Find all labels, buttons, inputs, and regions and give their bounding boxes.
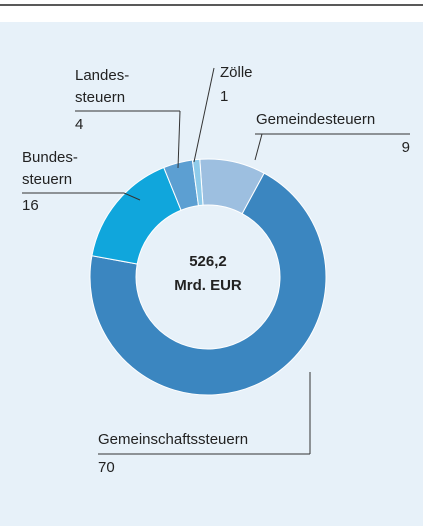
center-value: 526,2 [189,253,227,270]
slice-value: 4 [75,116,83,133]
slice-value: 9 [402,139,410,156]
slice-label: Zölle [220,64,253,81]
center-unit: Mrd. EUR [174,277,242,294]
leader-line [177,110,181,169]
slice-label: steuern [75,89,125,106]
slice-value: 1 [220,88,228,105]
slice-label: Landes- [75,67,129,84]
leader-line [254,133,263,161]
slice-label: Gemeinschaftssteuern [98,431,248,448]
slice-value: 70 [98,459,115,476]
panel [0,22,423,526]
slice-label: Gemeindesteuern [256,111,375,128]
donut-slice [89,172,327,396]
leader-line [193,67,215,163]
slice-label: Bundes- [22,149,78,166]
leader-line [123,192,141,201]
slice-label: steuern [22,171,72,188]
slice-value: 16 [22,197,39,214]
